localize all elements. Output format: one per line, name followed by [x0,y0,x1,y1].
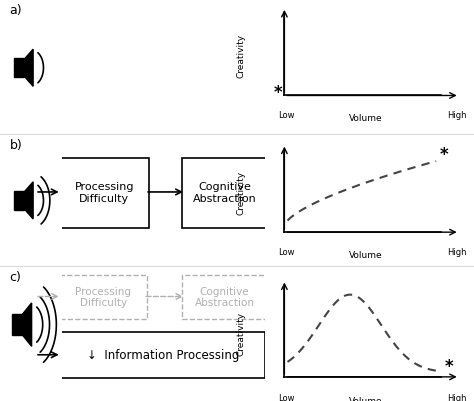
Text: Processing
Difficulty: Processing Difficulty [75,182,134,203]
Text: ↓  Information Processing: ↓ Information Processing [87,348,240,361]
Text: Low: Low [278,393,295,401]
FancyBboxPatch shape [60,275,147,319]
Text: Creativity: Creativity [236,34,245,78]
Text: Low: Low [278,247,295,256]
FancyBboxPatch shape [182,275,267,319]
Text: Cognitive
Abstraction: Cognitive Abstraction [193,182,256,203]
Text: Creativity: Creativity [236,311,245,355]
Text: Creativity: Creativity [236,170,245,215]
Polygon shape [14,59,24,78]
Polygon shape [22,303,32,346]
FancyBboxPatch shape [182,159,267,228]
Text: High: High [447,393,466,401]
Text: c): c) [9,271,21,284]
Text: Volume: Volume [349,114,383,123]
Text: *: * [440,146,448,164]
Text: Volume: Volume [349,250,383,259]
Text: Volume: Volume [349,396,383,401]
FancyBboxPatch shape [60,332,265,378]
Polygon shape [14,192,24,210]
Text: High: High [447,111,466,119]
Polygon shape [24,50,33,87]
Text: *: * [444,357,453,375]
Text: Low: Low [278,111,295,119]
Polygon shape [24,182,33,219]
Text: Cognitive
Abstraction: Cognitive Abstraction [195,286,255,308]
Text: High: High [447,247,466,256]
Text: Processing
Difficulty: Processing Difficulty [75,286,131,308]
Text: *: * [274,84,283,102]
Polygon shape [11,314,22,336]
Text: a): a) [9,4,22,17]
Text: b): b) [9,138,22,151]
FancyBboxPatch shape [60,159,149,228]
